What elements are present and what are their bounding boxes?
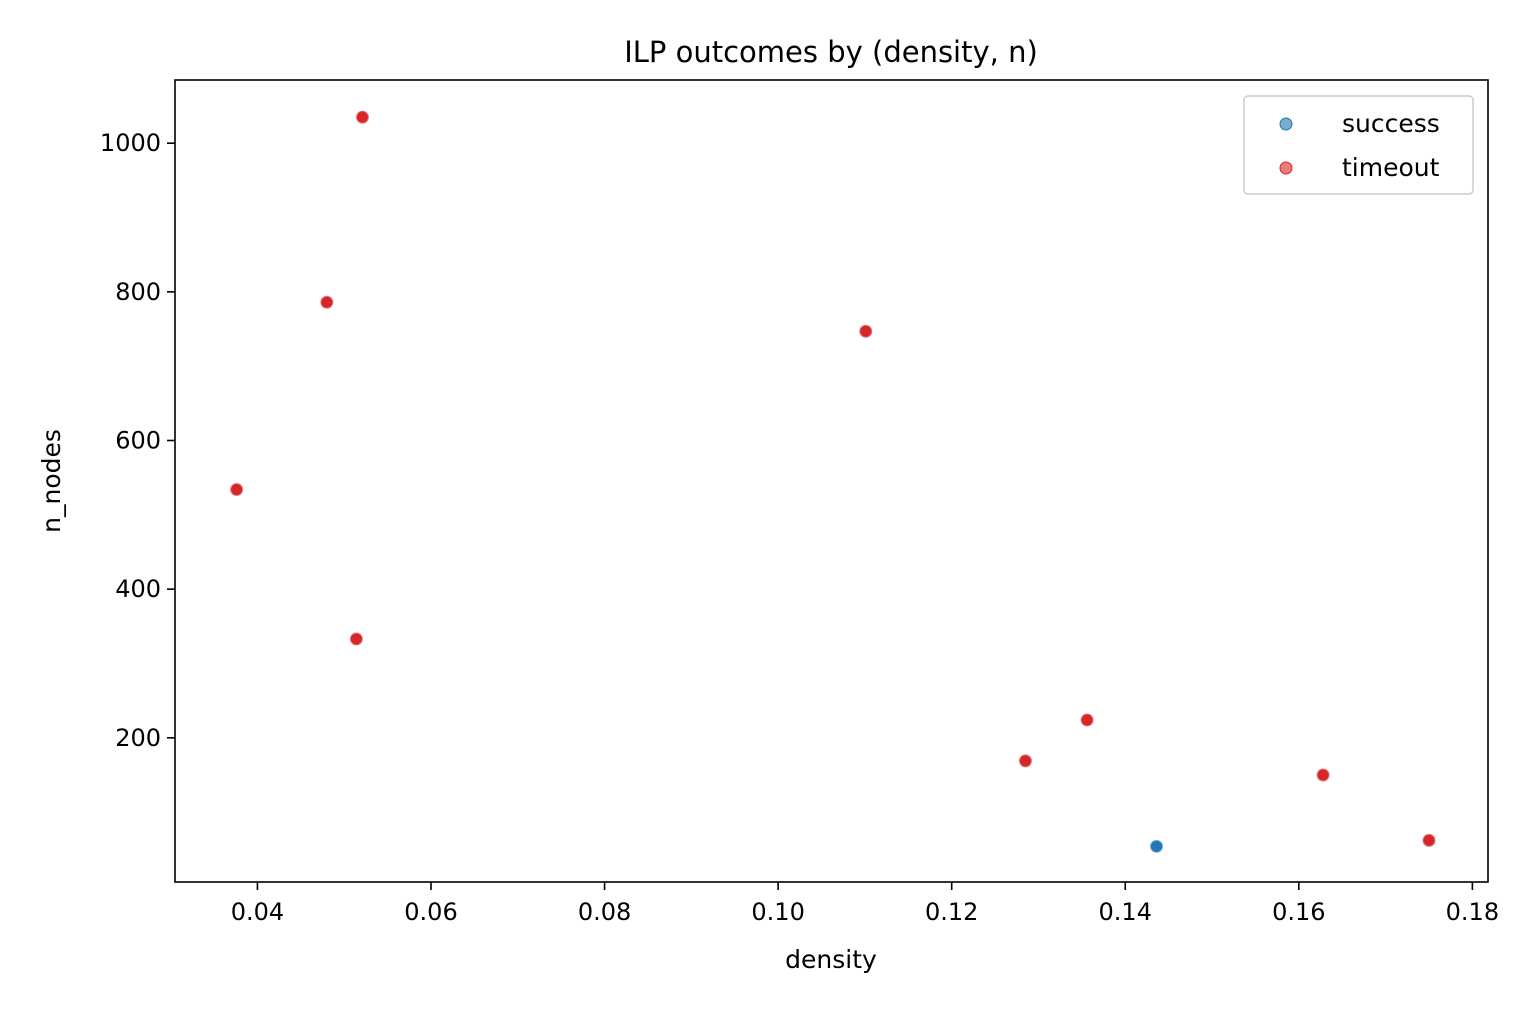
x-tick-label: 0.06	[404, 898, 457, 926]
timeout-point-core	[350, 633, 362, 645]
y-tick-label: 600	[115, 426, 161, 454]
y-axis: 200 400 600 800 1000	[100, 129, 175, 752]
data-points	[230, 110, 1436, 853]
y-tick-label: 800	[115, 278, 161, 306]
plot-area-frame	[174, 79, 1489, 883]
y-tick-label: 1000	[100, 129, 161, 157]
x-tick-label: 0.10	[751, 898, 804, 926]
legend-label-timeout: timeout	[1342, 153, 1440, 182]
x-tick-label: 0.14	[1099, 898, 1152, 926]
timeout-point-core	[1019, 755, 1031, 767]
chart-title: ILP outcomes by (density, n)	[624, 35, 1038, 69]
success-point-core	[1150, 840, 1162, 852]
x-axis-label: density	[785, 945, 877, 974]
legend-box	[1243, 95, 1474, 195]
timeout-point-core	[860, 325, 872, 337]
x-tick-label: 0.08	[578, 898, 631, 926]
x-tick-label: 0.04	[231, 898, 284, 926]
y-tick-label: 400	[115, 575, 161, 603]
x-tick-label: 0.18	[1446, 898, 1499, 926]
legend-label-success: success	[1342, 109, 1440, 138]
timeout-point-core	[231, 484, 243, 496]
timeout-point-core	[356, 111, 368, 123]
timeout-point-core	[1081, 714, 1093, 726]
legend: success timeout	[1243, 95, 1474, 195]
legend-marker-timeout	[1279, 161, 1293, 175]
x-tick-label: 0.12	[925, 898, 978, 926]
timeout-point-core	[1423, 834, 1435, 846]
x-tick-label: 0.16	[1272, 898, 1325, 926]
legend-marker-success	[1279, 117, 1293, 131]
y-axis-label: n_nodes	[37, 429, 66, 533]
y-tick-label: 200	[115, 724, 161, 752]
timeout-point-core	[1317, 769, 1329, 781]
timeout-point-core	[321, 296, 333, 308]
x-axis: 0.04 0.06 0.08 0.10 0.12 0.14 0.16 0.18	[231, 882, 1499, 926]
